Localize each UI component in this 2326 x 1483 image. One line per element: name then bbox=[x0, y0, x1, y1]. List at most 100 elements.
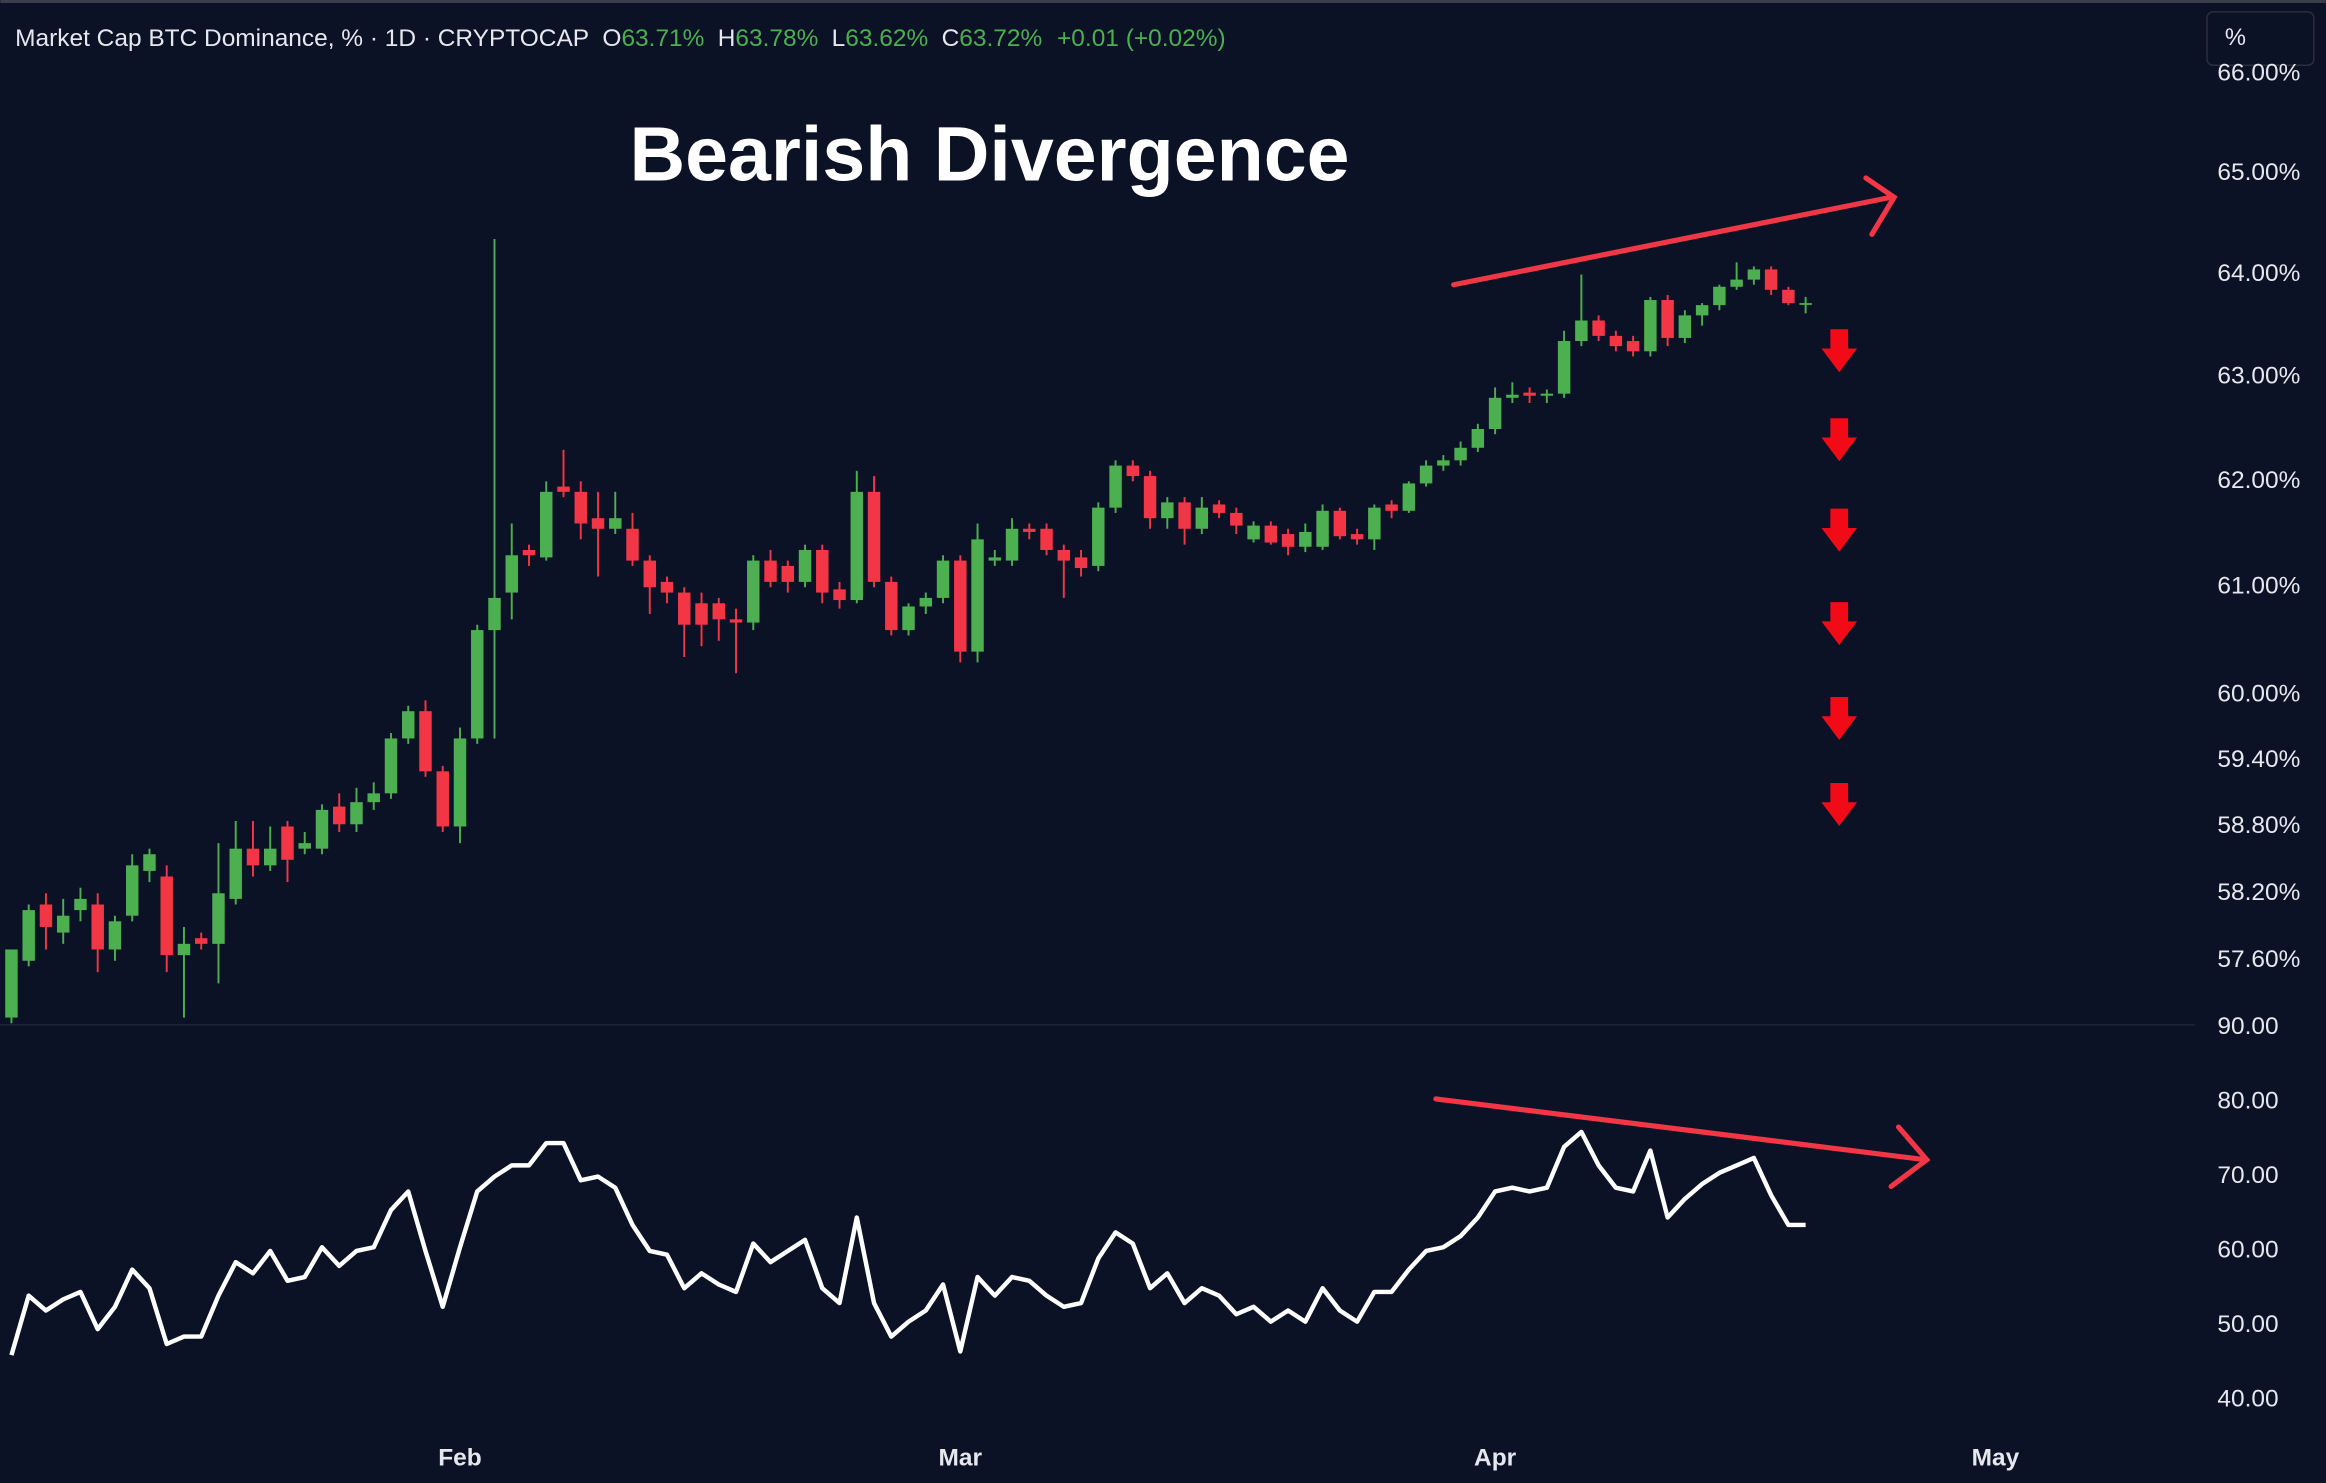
candle-body bbox=[315, 809, 329, 849]
candle-body bbox=[246, 848, 260, 866]
candle-body bbox=[678, 592, 691, 625]
candle-body bbox=[1609, 335, 1623, 347]
candle-body bbox=[936, 560, 950, 598]
indicator-line bbox=[9, 1129, 1806, 1356]
y-tick-label: 58.20% bbox=[2217, 879, 2300, 906]
candle-body bbox=[919, 597, 933, 607]
y-tick-label: 60.00 bbox=[2217, 1236, 2278, 1263]
ohlc-value: 63.78% bbox=[735, 26, 818, 53]
candle-body bbox=[591, 518, 605, 529]
candle-body bbox=[609, 518, 622, 529]
candle-body bbox=[1695, 305, 1709, 316]
x-tick-label: Apr bbox=[1474, 1445, 1517, 1472]
candle-body bbox=[1471, 429, 1485, 448]
candle-body bbox=[643, 560, 656, 588]
candle-body bbox=[453, 738, 467, 827]
y-tick-label: 40.00 bbox=[2217, 1385, 2278, 1412]
candle-body bbox=[5, 949, 18, 1018]
candle-body bbox=[1212, 504, 1226, 513]
y-tick-label: 65.00% bbox=[2217, 159, 2300, 186]
ohlc-key: H bbox=[718, 26, 736, 53]
top-border bbox=[0, 0, 2326, 3]
candle-body bbox=[885, 581, 898, 631]
candle-body bbox=[1678, 315, 1692, 338]
ohlc-value: 63.71% bbox=[621, 26, 704, 53]
candle-body bbox=[402, 711, 415, 739]
candle-body bbox=[1661, 300, 1674, 338]
y-tick-label: 66.00% bbox=[2217, 60, 2300, 87]
candle-body bbox=[194, 938, 208, 944]
candle-body bbox=[1264, 525, 1278, 543]
candle-body bbox=[1506, 394, 1519, 398]
candle-body bbox=[1730, 279, 1743, 287]
ohlc-value: 63.72% bbox=[959, 26, 1042, 53]
candle-body bbox=[1161, 502, 1174, 519]
x-tick-label: Mar bbox=[939, 1445, 983, 1472]
scale-button-label[interactable]: % bbox=[2225, 25, 2246, 51]
down-arrows bbox=[1821, 329, 1858, 827]
candle-body bbox=[1350, 534, 1364, 540]
candle-body bbox=[229, 848, 242, 899]
y-tick-label: 64.00% bbox=[2217, 260, 2300, 287]
candle-body bbox=[1626, 341, 1640, 352]
candle-body bbox=[695, 603, 708, 625]
candle-body bbox=[1799, 303, 1812, 305]
candle-body bbox=[177, 943, 191, 956]
candle-body bbox=[712, 603, 726, 620]
candle-body bbox=[1592, 320, 1605, 336]
down-arrow bbox=[1821, 329, 1858, 373]
candle-body bbox=[1178, 502, 1191, 529]
candle-body bbox=[1557, 341, 1571, 394]
down-arrow bbox=[1821, 697, 1858, 741]
candle-body bbox=[1488, 397, 1502, 430]
candle-body bbox=[902, 606, 915, 631]
candle-body bbox=[1419, 465, 1433, 484]
candle-body bbox=[522, 549, 536, 556]
candle-body bbox=[1523, 392, 1536, 396]
candle-body bbox=[867, 491, 881, 582]
candle-body bbox=[1540, 393, 1554, 396]
candle-body bbox=[56, 915, 70, 933]
candle-body bbox=[1575, 320, 1588, 342]
rsi-trend-line bbox=[1433, 1096, 1928, 1163]
candle-body bbox=[1143, 476, 1157, 519]
candle-body bbox=[350, 802, 363, 825]
candle-body bbox=[971, 539, 984, 652]
y-tick-label: 62.00% bbox=[2217, 467, 2300, 494]
down-arrow bbox=[1821, 783, 1858, 827]
candle-body bbox=[1005, 528, 1019, 561]
candle-body bbox=[1316, 510, 1329, 547]
candle-body bbox=[1764, 269, 1778, 290]
candle-body bbox=[367, 793, 380, 803]
candle-body bbox=[471, 630, 484, 739]
candle-body bbox=[1454, 447, 1467, 461]
candle-body bbox=[816, 549, 829, 593]
candle-body bbox=[764, 560, 777, 582]
candle-body bbox=[505, 555, 518, 593]
candle-body bbox=[850, 491, 864, 601]
scale-button[interactable] bbox=[2206, 11, 2315, 66]
candle-body bbox=[954, 560, 967, 652]
candle-body bbox=[1644, 300, 1657, 352]
candle-body bbox=[1092, 507, 1105, 566]
y-tick-label: 58.80% bbox=[2217, 812, 2300, 839]
y-tick-label: 61.00% bbox=[2217, 573, 2300, 600]
y-tick-label: 90.00 bbox=[2217, 1013, 2278, 1040]
candle-body bbox=[660, 581, 674, 593]
candle-body bbox=[1057, 549, 1071, 561]
candle-body bbox=[626, 528, 639, 561]
down-arrow bbox=[1821, 508, 1858, 552]
candle-body bbox=[91, 904, 104, 950]
candle-body bbox=[1230, 512, 1243, 526]
symbol: Market Cap BTC Dominance, % · 1D · CRYPT… bbox=[15, 26, 589, 53]
y-tick-label: 60.00% bbox=[2217, 680, 2300, 707]
candle-body bbox=[557, 486, 570, 492]
down-arrow bbox=[1821, 602, 1858, 646]
candle-body bbox=[1074, 557, 1088, 569]
candle-body bbox=[1368, 507, 1381, 540]
candle-body bbox=[74, 898, 87, 911]
candle-body bbox=[333, 806, 346, 825]
